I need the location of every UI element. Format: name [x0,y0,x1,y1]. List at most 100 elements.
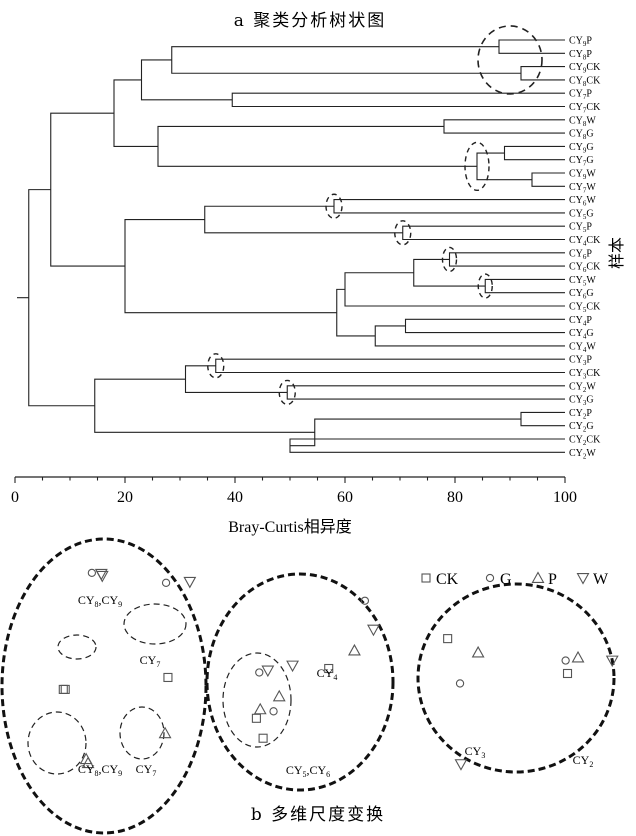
dendrogram-leaf-label: CY6G [569,288,594,301]
dendrogram-leaf-label: CY9P [569,36,592,49]
dendrogram-leaf-label: CY3G [569,395,594,408]
mds-group-label: CY3 [465,744,486,760]
mds-legend-marker-circle [485,573,495,583]
mds-point-triangle-up [571,650,585,663]
mds-legend-marker-triangle-down [576,573,590,585]
dendrogram-leaf-label: CY4P [569,315,592,328]
dendrogram-link-11 [215,358,565,374]
mds-point-circle [87,568,97,578]
mds-point-triangle-down [605,655,619,668]
mds-legend-label: G [500,571,512,588]
mds-point-triangle-up [348,643,361,656]
dendrogram-highlight-ellipse [278,379,296,406]
dendrogram-leaf-label: CY6P [569,248,592,261]
mds-legend-item: W [576,571,609,588]
mds-group-label: CY7 [136,762,157,778]
mds-cluster-outline [205,572,395,792]
mds-point-triangle-down [454,759,468,771]
mds-subcluster-outline [27,711,87,775]
mds-legend-label: W [593,571,609,588]
dendrogram-link-20 [204,205,403,234]
mds-subcluster-outline [119,706,165,760]
dendrogram-leaf-label: CY8W [569,115,596,128]
mds-subcluster-outline [123,603,187,645]
dendrogram-leaf-label: CY7G [569,155,594,168]
mds-cluster-outlines [0,537,616,835]
dendrogram-leaf-label: CY7CK [569,102,601,115]
mds-group-labels: CY8,CY9 CY7 CY7 CY8,CY9 CY4 CY5,CY6 CY3 CY2 [78,593,594,779]
dendrogram-leaf-label: CY7W [569,182,596,195]
mds-group-label: CY2 [573,753,594,769]
dendrogram-link-15 [171,46,521,74]
mds-point-circle [561,656,570,665]
dendrogram-leaf-label: CY6W [569,195,596,208]
dendrogram-link-8 [448,252,565,267]
dendrogram-highlight-ellipse [441,246,458,273]
dendrogram-link-4 [503,145,565,161]
dendrogram-tick-label: 60 [337,489,353,506]
mds-point-square [58,684,68,694]
dendrogram-leaf-label: CY5W [569,275,596,288]
dendrogram-leaf-label: CY5CK [569,302,601,315]
mds-point-triangle-down [183,576,197,589]
dendrogram-highlight-ellipse [477,25,543,95]
dendrogram-link-0 [498,39,565,54]
dendrogram-highlight-ellipse [394,220,412,246]
dendrogram-link-19 [113,79,158,147]
dendrogram-title: a 聚类分析树状图 [234,11,387,31]
mds-legend-label: CK [436,571,459,588]
dendrogram-leaf-label: CY2W [569,448,596,461]
dendrogram-highlight-ellipse [477,273,493,299]
dendrogram-link-14 [289,438,565,453]
mds-legend-marker-triangle-up [531,571,545,583]
mds-point-square [60,684,70,694]
dendrogram-link-30 [28,189,95,407]
dendrogram-highlight-ellipse [207,353,225,379]
mds-point-circle [255,668,264,677]
dendrogram-link-10 [404,318,565,334]
mds-point-circle [360,596,370,605]
mds-point-triangle-up [253,702,267,715]
dendrogram-tick-label: 100 [553,489,577,506]
mds-point-triangle-down [286,660,299,673]
dendrogram-leaf-label: CY3P [569,355,592,368]
dendrogram-leaf-label: CY4W [569,341,596,354]
dendrogram-link-1 [520,66,565,81]
dendrogram-link-6 [333,199,565,214]
dendrogram-leaf-label: CY4G [569,328,594,341]
mds-point-triangle-up [81,756,95,769]
dendrogram-link-22 [344,272,565,307]
mds-point-circle [455,679,465,688]
mds-point-square [163,672,173,683]
dendrogram-link-12 [286,385,565,400]
dendrogram-leaf-label: CY4CK [569,235,601,248]
dendrogram-leaf-label: CY5G [569,208,594,221]
mds-point-triangle-up [471,645,485,658]
dendrogram-tick-label: 40 [227,489,243,506]
dendrogram-tick-label: 20 [117,489,133,506]
dendrogram-leaf-label: CY5P [569,222,592,235]
dendrogram-leaf-label: CY2G [569,421,594,434]
dendrogram-leaf-label: CY9W [569,169,596,182]
mds-point-triangle-down [95,570,109,583]
mds-group-label: CY5,CY6 [286,763,330,779]
mds-legend-item: CK [421,571,459,588]
dendrogram-link-24 [336,288,376,337]
dendrogram-highlight-ellipses [207,25,543,406]
mds-group-label: CY8,CY9 [78,593,122,609]
mds-point-circle [269,707,278,716]
mds-legend: CK G P W [421,571,609,588]
mds-title: b 多维尺度变换 [251,805,385,825]
dendrogram-leaf-label: CY2W [569,381,596,394]
dendrogram-link-23 [374,325,565,347]
mds-legend-item: G [485,571,512,588]
dendrogram-leaf-labels: CY9PCY8PCY9CKCY8CKCY7PCY7CKCY8WCY8GCY9GC… [569,36,601,461]
dendrogram-link-3 [443,119,565,134]
mds-point-square [443,634,453,644]
dendrogram-leaf-label: CY6CK [569,262,601,275]
dendrogram-link-7 [402,225,565,241]
dendrogram-link-18 [157,125,477,167]
dendrogram-highlight-ellipse [464,141,490,192]
dendrogram-link-27 [290,418,521,447]
